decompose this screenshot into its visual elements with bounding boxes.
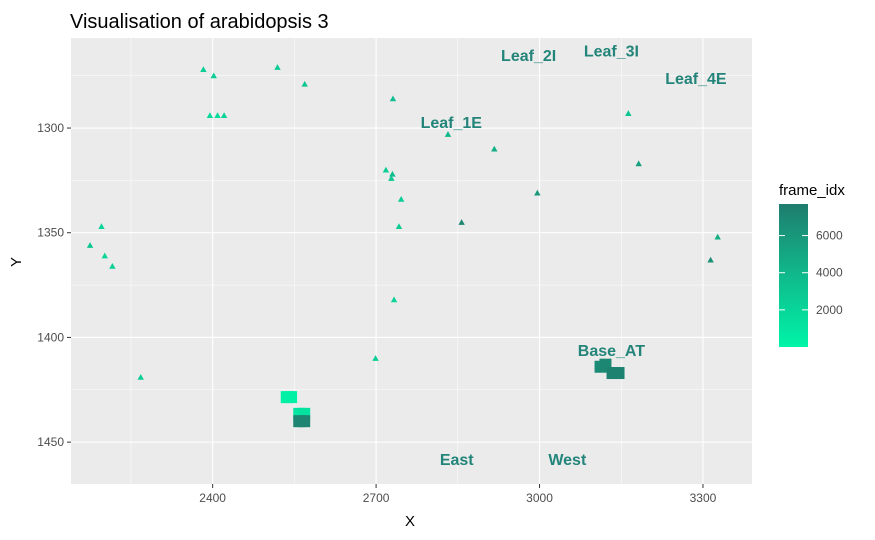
square-point xyxy=(285,391,298,404)
leaf-label: Leaf_1E xyxy=(421,115,483,132)
leaf-label: Leaf_2I xyxy=(501,48,556,65)
triangle-point xyxy=(388,175,395,181)
leaf-labels: Leaf_2I Leaf_3I Leaf_4E Leaf_1E Base_AT East W… xyxy=(421,44,727,469)
square-point xyxy=(612,367,625,380)
triangle-point xyxy=(137,374,144,380)
plot-panel xyxy=(71,38,752,484)
triangle-point xyxy=(397,196,405,202)
triangle-point xyxy=(98,223,105,230)
triangle-point xyxy=(101,252,108,259)
legend-title: frame_idx xyxy=(779,182,845,199)
x-tick-label: 2400 xyxy=(199,491,226,505)
triangle-point xyxy=(635,160,642,167)
chart-title: Visualisation of arabidopsis 3 xyxy=(70,11,329,33)
triangle-point xyxy=(301,80,308,87)
points xyxy=(86,64,721,428)
triangle-point xyxy=(200,66,207,72)
y-axis-ticks: 1300 1350 1400 1450 xyxy=(37,121,71,449)
triangle-point xyxy=(86,242,94,248)
legend-ticks: 2000 4000 6000 xyxy=(779,229,843,317)
triangle-point xyxy=(206,112,214,119)
triangle-point xyxy=(210,72,217,79)
y-tick-label: 1400 xyxy=(37,330,64,344)
triangle-point xyxy=(625,110,632,116)
triangle-point xyxy=(372,355,379,361)
legend-colorbar xyxy=(779,204,808,347)
triangle-point xyxy=(220,112,228,119)
triangle-point xyxy=(458,219,465,225)
triangle-point xyxy=(214,112,221,119)
triangle-point xyxy=(714,233,721,240)
y-tick-label: 1350 xyxy=(37,226,64,240)
x-axis-ticks: 2400 2700 3000 3300 xyxy=(199,484,717,505)
legend-tick-label: 6000 xyxy=(816,229,843,243)
triangle-point xyxy=(534,189,541,196)
y-tick-label: 1450 xyxy=(37,435,64,449)
triangle-point xyxy=(395,223,403,230)
square-point xyxy=(298,415,311,428)
leaf-label: Leaf_3I xyxy=(584,44,639,61)
x-tick-label: 2700 xyxy=(363,491,390,505)
legend-tick-label: 4000 xyxy=(816,266,843,280)
leaf-label: East xyxy=(440,452,474,469)
leaf-label: Base_AT xyxy=(578,343,646,360)
triangle-point xyxy=(707,256,714,263)
triangle-point xyxy=(389,95,397,102)
y-axis-title: Y xyxy=(8,257,25,267)
triangle-point xyxy=(444,131,452,137)
triangle-point xyxy=(109,263,116,269)
x-tick-label: 3300 xyxy=(690,491,717,505)
x-axis-title: X xyxy=(405,513,415,530)
x-tick-label: 3000 xyxy=(526,491,553,505)
grid xyxy=(71,38,752,484)
triangle-point xyxy=(274,64,281,70)
triangle-point xyxy=(491,145,498,152)
leaf-label: West xyxy=(548,452,587,469)
triangle-point xyxy=(390,296,398,303)
triangle-point xyxy=(382,166,390,173)
legend-tick-label: 2000 xyxy=(816,303,843,317)
leaf-label: Leaf_4E xyxy=(665,71,727,88)
triangle-point xyxy=(389,170,396,177)
legend: frame_idx 2000 4000 6000 xyxy=(779,182,845,347)
y-tick-label: 1300 xyxy=(37,121,64,135)
